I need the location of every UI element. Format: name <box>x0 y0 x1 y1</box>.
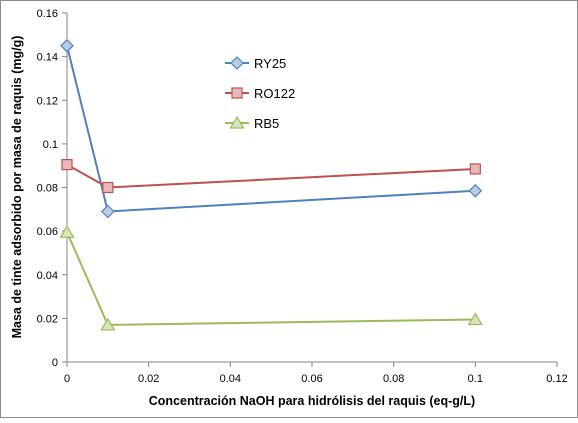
y-tick-label: 0.12 <box>37 95 58 107</box>
legend-item-ro122: RO122 <box>225 86 295 101</box>
y-axis-title: Masa de tinte adsorbido por masa de raqu… <box>10 36 24 339</box>
x-tick-label: 0.08 <box>383 373 404 385</box>
data-point-rb5 <box>59 225 75 238</box>
data-point-ro122 <box>469 163 481 175</box>
y-tick-label: 0.08 <box>37 183 58 195</box>
series-layer <box>59 38 483 331</box>
legend-label: RY25 <box>254 56 286 71</box>
data-point-ry25 <box>100 204 115 219</box>
x-tick-label: 0 <box>64 373 70 385</box>
legend-item-rb5: RB5 <box>225 115 279 131</box>
x-tick-label: 0.02 <box>138 373 159 385</box>
axes-layer: 0 0.02 0.04 0.06 0.08 0.1 0.12 0.14 0.16 0 0.02 0.0… <box>37 8 568 385</box>
data-point-rb5 <box>100 317 116 331</box>
x-tick-label: 0.06 <box>301 373 322 385</box>
data-point-ro122 <box>102 181 114 194</box>
legend: RY25 RO122 RB5 <box>225 56 295 131</box>
legend-label: RB5 <box>254 116 279 131</box>
x-tick-label: 0.04 <box>220 373 241 385</box>
legend-marker <box>230 56 244 70</box>
series-ry25 <box>60 38 483 219</box>
legend-item-ry25: RY25 <box>225 56 286 71</box>
x-axis-title: Concentración NaOH para hidrólisis del r… <box>149 394 475 408</box>
y-tick-label: 0.14 <box>37 52 58 64</box>
y-tick-label: 0.1 <box>43 139 58 151</box>
legend-label: RO122 <box>254 86 295 101</box>
legend-marker <box>229 115 245 129</box>
data-point-ry25 <box>60 38 74 53</box>
x-tick-label: 0.12 <box>546 373 567 385</box>
y-tick-label: 0.16 <box>37 8 58 20</box>
legend-marker <box>231 87 243 99</box>
y-tick-label: 0.02 <box>37 313 58 325</box>
series-rb5 <box>59 225 483 331</box>
data-point-rb5 <box>467 312 483 326</box>
y-tick-label: 0 <box>52 357 58 369</box>
y-tick-label: 0.06 <box>37 226 58 238</box>
data-point-ro122 <box>61 158 73 171</box>
x-tick-label: 0.1 <box>468 373 483 385</box>
y-tick-label: 0.04 <box>37 270 58 282</box>
data-point-ry25 <box>468 183 483 198</box>
series-ro122 <box>61 158 481 194</box>
